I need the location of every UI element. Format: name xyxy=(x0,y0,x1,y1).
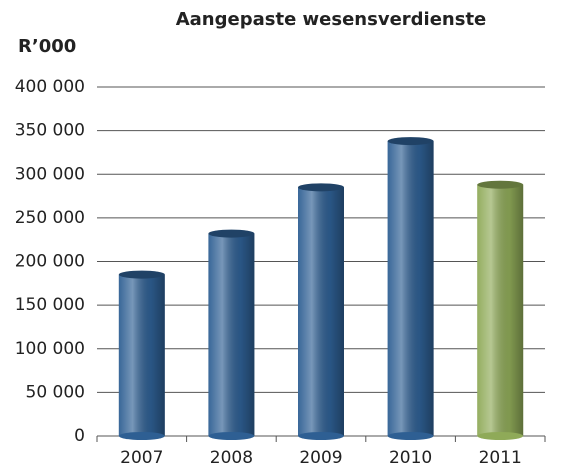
bar-shine xyxy=(477,184,524,436)
y-tick-label: 400 000 xyxy=(15,77,85,97)
bar-shine xyxy=(298,187,344,436)
y-tick-label: 350 000 xyxy=(15,121,85,141)
y-tick-label: 0 xyxy=(74,426,85,446)
y-tick-label: 200 000 xyxy=(15,252,85,272)
y-tick-label: 250 000 xyxy=(15,208,85,228)
bar-top-shade xyxy=(298,183,344,192)
bar-bottom xyxy=(298,432,344,440)
y-tick-label: 150 000 xyxy=(15,295,85,315)
bar-bottom xyxy=(477,432,524,440)
bar-shine xyxy=(118,274,165,436)
bar-top xyxy=(477,180,524,189)
y-tick-label: 100 000 xyxy=(15,339,85,359)
x-tick-label: 2011 xyxy=(479,448,522,467)
x-tick-label: 2009 xyxy=(299,448,342,467)
x-tick-label: 2008 xyxy=(210,448,253,467)
y-axis-label: R’000 xyxy=(18,36,76,57)
bar-top xyxy=(298,183,344,192)
bar-top-shade xyxy=(387,137,434,146)
bar-top-shade xyxy=(208,229,255,238)
bar-shine xyxy=(387,141,434,436)
bar-top-shade xyxy=(118,270,165,279)
x-tick-label: 2010 xyxy=(389,448,432,467)
bar-bottom xyxy=(208,432,255,440)
bar-bottom xyxy=(387,432,434,440)
bar-top xyxy=(387,137,434,146)
bar-bottom xyxy=(118,432,165,440)
y-tick-label: 300 000 xyxy=(15,164,85,184)
bar-top xyxy=(208,229,255,238)
bar-top-shade xyxy=(477,180,524,189)
chart-title: Aangepaste wesensverdienste xyxy=(176,9,487,30)
bar-top xyxy=(118,270,165,279)
y-tick-label: 50 000 xyxy=(26,382,85,402)
x-tick-label: 2007 xyxy=(120,448,163,467)
bar-shine xyxy=(208,233,255,436)
